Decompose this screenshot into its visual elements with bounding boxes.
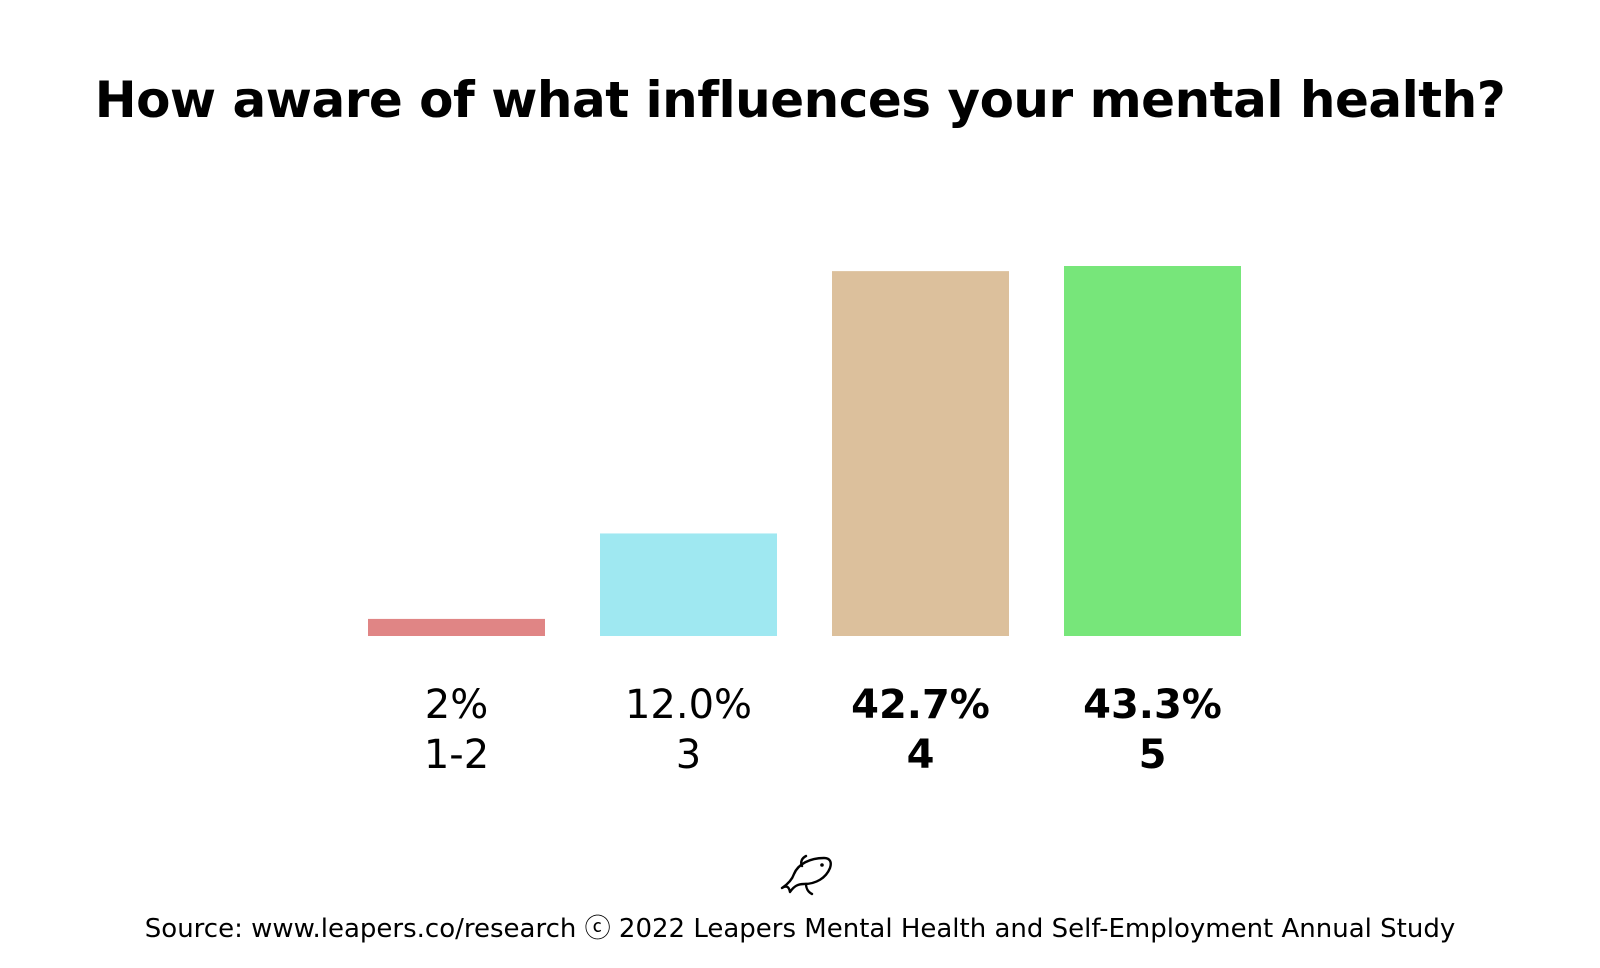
- value-label-4: 42.7%: [851, 682, 990, 728]
- value-label-1-2: 2%: [425, 682, 488, 728]
- value-label-3: 12.0%: [625, 682, 752, 728]
- category-label-5: 5: [1139, 732, 1167, 778]
- labels-group: 2%1-2 12.0%3 42.7%4 43.3%5: [424, 682, 1222, 778]
- bars-group: [368, 266, 1241, 636]
- category-label-1-2: 1-2: [424, 732, 489, 778]
- category-label-4: 4: [907, 732, 935, 778]
- chart-title: How aware of what influences your mental…: [94, 71, 1506, 129]
- bar-1-2: [368, 618, 545, 636]
- value-label-5: 43.3%: [1083, 682, 1222, 728]
- source-footer: Source: www.leapers.co/research ⓒ 2022 L…: [144, 914, 1456, 944]
- bar-5: [1064, 266, 1241, 636]
- bar-4: [832, 271, 1009, 636]
- bar-3: [600, 533, 777, 636]
- fish-icon: [780, 854, 832, 896]
- category-label-3: 3: [676, 732, 701, 778]
